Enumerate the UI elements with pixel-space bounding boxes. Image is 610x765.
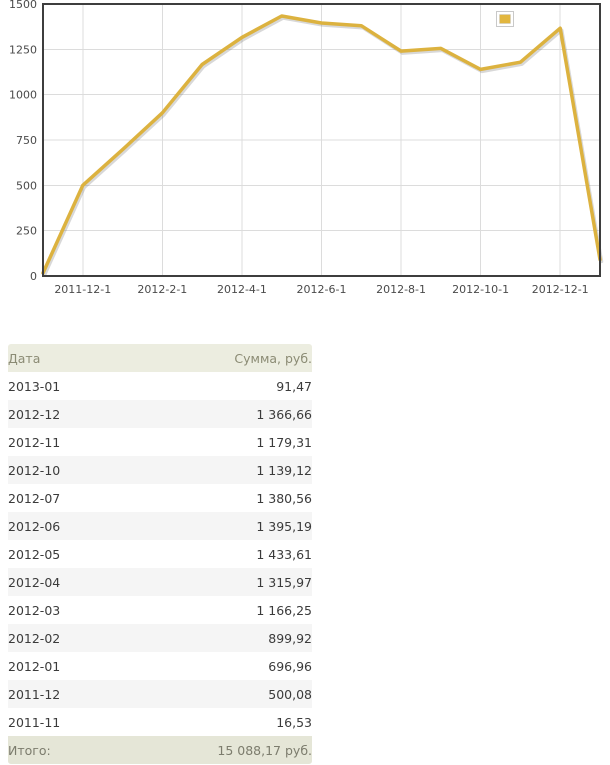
y-tick-label: 500 <box>16 179 37 192</box>
series-line <box>41 14 602 275</box>
table-row: 2012-05 1 433,61 <box>8 540 312 568</box>
table-row: 2012-06 1 395,19 <box>8 512 312 540</box>
y-tick-label: 1000 <box>9 89 37 102</box>
column-header-amount: Сумма, руб. <box>160 344 312 372</box>
date-cell: 2012-10 <box>8 456 160 484</box>
table-row: 2012-11 1 179,31 <box>8 428 312 456</box>
amount-cell: 1 380,56 <box>160 484 312 512</box>
table-row: 2011-11 16,53 <box>8 708 312 736</box>
date-cell: 2012-12 <box>8 400 160 428</box>
table-row: 2012-03 1 166,25 <box>8 596 312 624</box>
total-value: 15 088,17 руб. <box>160 736 312 764</box>
table-row: 2012-12 1 366,66 <box>8 400 312 428</box>
date-cell: 2013-01 <box>8 372 160 400</box>
y-tick-label: 750 <box>16 134 37 147</box>
date-cell: 2011-11 <box>8 708 160 736</box>
x-tick-label: 2012-10-1 <box>452 283 509 296</box>
y-tick-label: 250 <box>16 225 37 238</box>
amounts-table: Дата Сумма, руб. 2013-01 91,47 2012-12 1 36… <box>8 344 312 764</box>
date-cell: 2012-06 <box>8 512 160 540</box>
amount-cell: 696,96 <box>160 652 312 680</box>
date-cell: 2011-12 <box>8 680 160 708</box>
amounts-by-month-table: Дата Сумма, руб. 2013-01 91,47 2012-12 1 36… <box>8 344 312 764</box>
date-cell: 2012-01 <box>8 652 160 680</box>
legend-swatch-icon <box>499 14 511 24</box>
amount-cell: 1 366,66 <box>160 400 312 428</box>
amount-cell: 1 315,97 <box>160 568 312 596</box>
table-total-row: Итого: 15 088,17 руб. <box>8 736 312 764</box>
amount-cell: 16,53 <box>160 708 312 736</box>
total-label: Итого: <box>8 736 160 764</box>
x-tick-label: 2011-12-1 <box>54 283 111 296</box>
series-line-shadow <box>42 16 604 277</box>
date-cell: 2012-03 <box>8 596 160 624</box>
y-tick-label: 1250 <box>9 43 37 56</box>
x-tick-label: 2012-6-1 <box>297 283 347 296</box>
table-row: 2013-01 91,47 <box>8 372 312 400</box>
chart-canvas: 0 250 500 750 1000 1250 1500 2011-12-1 2012-2-1 2… <box>9 0 604 296</box>
x-tick-label: 2012-12-1 <box>532 283 589 296</box>
y-tick-label: 1500 <box>9 0 37 11</box>
table-row: 2012-04 1 315,97 <box>8 568 312 596</box>
amount-cell: 91,47 <box>160 372 312 400</box>
amount-cell: 1 139,12 <box>160 456 312 484</box>
date-cell: 2012-07 <box>8 484 160 512</box>
table-header-row: Дата Сумма, руб. <box>8 344 312 372</box>
amount-cell: 1 166,25 <box>160 596 312 624</box>
date-cell: 2012-02 <box>8 624 160 652</box>
amount-cell: 899,92 <box>160 624 312 652</box>
column-header-date: Дата <box>8 344 160 372</box>
date-cell: 2012-04 <box>8 568 160 596</box>
table-row: 2011-12 500,08 <box>8 680 312 708</box>
date-cell: 2012-05 <box>8 540 160 568</box>
x-tick-label: 2012-4-1 <box>217 283 267 296</box>
table-row: 2012-01 696,96 <box>8 652 312 680</box>
table-row: 2012-10 1 139,12 <box>8 456 312 484</box>
table-row: 2012-07 1 380,56 <box>8 484 312 512</box>
date-cell: 2012-11 <box>8 428 160 456</box>
y-tick-label: 0 <box>30 270 37 283</box>
monthly-amount-line-chart: 0 250 500 750 1000 1250 1500 2011-12-1 2012-2-1 2… <box>0 0 610 305</box>
amount-cell: 500,08 <box>160 680 312 708</box>
x-tick-label: 2012-8-1 <box>376 283 426 296</box>
amount-cell: 1 179,31 <box>160 428 312 456</box>
amount-cell: 1 395,19 <box>160 512 312 540</box>
table-row: 2012-02 899,92 <box>8 624 312 652</box>
plot-border <box>42 3 601 277</box>
x-tick-label: 2012-2-1 <box>137 283 187 296</box>
amount-cell: 1 433,61 <box>160 540 312 568</box>
